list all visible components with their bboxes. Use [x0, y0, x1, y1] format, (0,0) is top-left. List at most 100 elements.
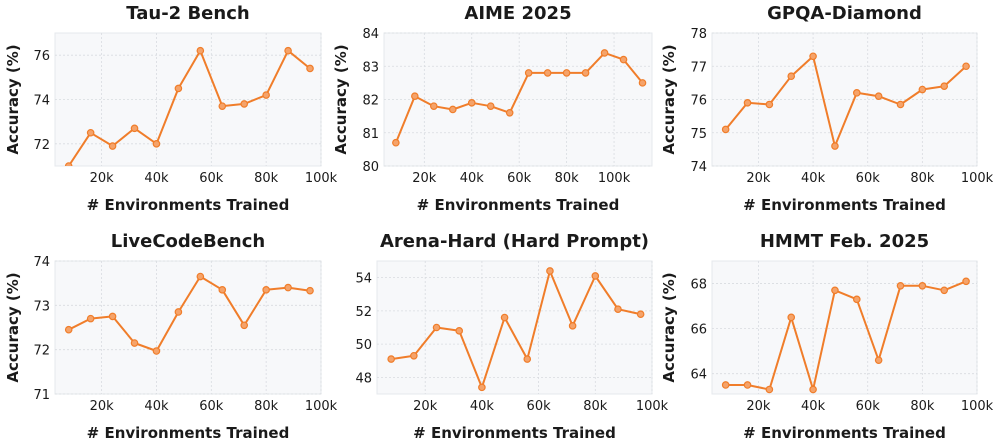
data-point: [546, 267, 554, 275]
data-point: [174, 308, 183, 316]
y-axis-label: Accuracy (%): [4, 44, 22, 154]
y-tick-label: 54: [355, 272, 372, 287]
data-point: [240, 321, 249, 330]
data-point: [218, 102, 227, 110]
x-tick-label: 80k: [910, 171, 935, 186]
data-point: [152, 140, 161, 148]
chart-panel-4: 20k 40k 60k 80k 100k 71 72 73 74 LiveCodeBench # E…: [4, 231, 338, 442]
data-point: [130, 339, 139, 347]
data-point: [524, 69, 533, 77]
chart-title: Tau-2 Bench: [126, 3, 249, 24]
data-point: [108, 142, 117, 150]
data-point: [581, 69, 590, 77]
y-axis-label: Accuracy (%): [332, 44, 350, 154]
data-point: [896, 281, 905, 290]
x-tick-label: 60k: [199, 171, 224, 186]
chart-panel-2: 20k 40k 60k 80k 100k 80 81 82 83 84 AIME 2025 # Env…: [332, 3, 653, 214]
y-tick-label: 71: [33, 388, 50, 403]
chart-panel-1: 20k 40k 60k 80k 100k 72 74 76 Tau-2 Bench # Envir…: [4, 3, 338, 214]
chart-panel-5: 20k 40k 60k 80k 100k 48 50 52 54 Arena-Hard (Hard…: [355, 231, 668, 442]
data-point: [721, 381, 730, 389]
x-tick-label: 80k: [254, 399, 279, 414]
y-tick-label: 82: [362, 94, 379, 109]
data-point: [478, 383, 486, 392]
x-tick-label: 100k: [598, 171, 631, 186]
data-point: [240, 100, 249, 108]
data-point: [500, 313, 509, 322]
x-tick-label: 100k: [305, 171, 338, 186]
y-tick-label: 83: [362, 60, 379, 75]
x-tick-label: 40k: [801, 399, 826, 414]
y-tick-label: 77: [690, 60, 707, 75]
y-tick-label: 84: [362, 27, 379, 42]
y-axis-label: Accuracy (%): [4, 272, 22, 382]
chart-title: LiveCodeBench: [111, 231, 265, 252]
data-point: [306, 64, 314, 73]
data-point: [918, 281, 927, 290]
x-tick-label: 40k: [801, 171, 826, 186]
data-point: [765, 385, 774, 394]
x-tick-label: 80k: [910, 399, 935, 414]
data-point: [809, 385, 817, 394]
x-axis-label: # Environments Trained: [417, 196, 620, 214]
x-tick-label: 20k: [90, 399, 115, 414]
data-point: [152, 347, 161, 355]
data-point: [108, 312, 117, 321]
data-point: [64, 162, 73, 166]
x-axis-label: # Environments Trained: [87, 196, 290, 214]
series-line: [391, 270, 641, 389]
data-point: [392, 138, 400, 147]
data-point: [787, 313, 796, 322]
chart-title: HMMT Feb. 2025: [760, 231, 929, 252]
y-tick-label: 73: [33, 299, 50, 314]
x-axis-label: # Environments Trained: [743, 196, 946, 214]
data-point: [940, 286, 949, 295]
data-point: [86, 314, 95, 323]
data-point: [284, 46, 292, 55]
data-point: [743, 99, 752, 107]
data-point: [809, 52, 817, 61]
data-point: [600, 49, 609, 57]
x-tick-label: 20k: [746, 171, 771, 186]
y-axis-label: Accuracy (%): [660, 44, 678, 154]
data-point: [831, 286, 839, 295]
x-tick-label: 80k: [555, 171, 580, 186]
y-tick-label: 50: [355, 338, 372, 353]
data-point: [918, 85, 927, 94]
x-tick-label: 60k: [199, 399, 224, 414]
x-tick-label: 100k: [961, 171, 994, 186]
y-tick-label: 76: [33, 49, 50, 64]
x-tick-label: 20k: [413, 399, 438, 414]
x-tick-label: 80k: [583, 399, 608, 414]
data-point: [86, 128, 95, 137]
y-tick-label: 81: [362, 127, 379, 142]
data-point: [614, 305, 622, 314]
y-tick-label: 76: [690, 94, 707, 109]
data-point: [787, 72, 796, 81]
data-point: [962, 62, 970, 71]
x-tick-label: 60k: [507, 171, 532, 186]
y-tick-label: 52: [355, 305, 372, 320]
data-point: [218, 286, 227, 294]
series-line: [67, 49, 311, 166]
data-point: [562, 69, 571, 77]
x-tick-label: 100k: [305, 399, 338, 414]
x-tick-label: 40k: [460, 171, 485, 186]
y-tick-label: 68: [690, 278, 707, 293]
data-point: [896, 100, 905, 109]
data-point: [831, 142, 839, 150]
data-point: [523, 355, 532, 363]
y-tick-label: 64: [690, 368, 707, 383]
data-point: [130, 124, 139, 133]
data-point: [411, 92, 419, 100]
x-tick-label: 60k: [856, 171, 881, 186]
data-point: [387, 355, 395, 363]
x-tick-label: 40k: [144, 399, 169, 414]
y-tick-label: 66: [690, 323, 707, 338]
data-point: [284, 283, 292, 292]
chart-panel-3: 20k 40k 60k 80k 100k 74 75 76 77 78 GPQA-Diamond # …: [660, 3, 994, 214]
data-point: [448, 105, 457, 114]
y-tick-label: 74: [33, 94, 50, 109]
data-point: [638, 79, 647, 87]
